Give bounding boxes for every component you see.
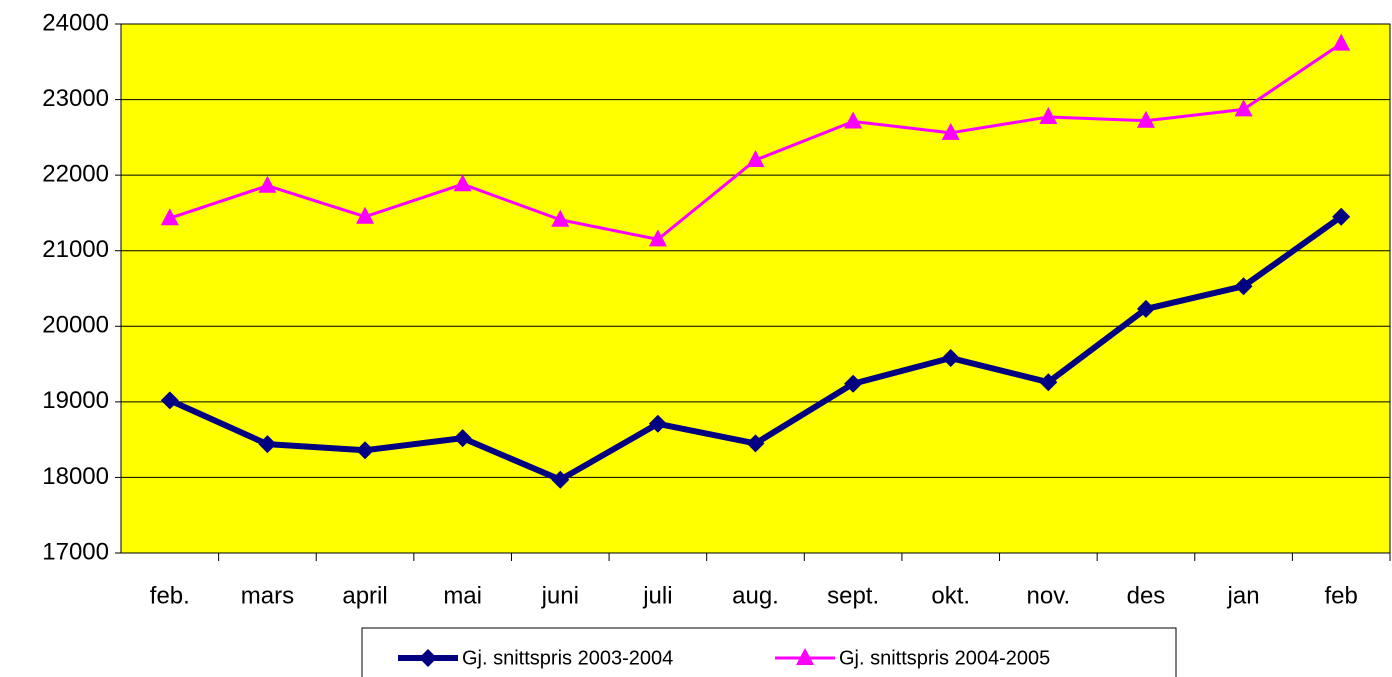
y-tick-label: 24000: [42, 9, 109, 36]
y-tick-label: 20000: [42, 312, 109, 339]
data-point: [160, 208, 179, 226]
x-tick-label: feb.: [150, 582, 190, 609]
legend-marker: [419, 649, 437, 667]
data-point: [356, 206, 375, 224]
data-point: [258, 435, 277, 454]
data-point: [1332, 33, 1351, 51]
x-tick-label: april: [342, 582, 387, 609]
y-tick-label: 21000: [42, 236, 109, 263]
data-point: [746, 434, 765, 453]
data-point: [648, 229, 667, 247]
data-point: [356, 441, 375, 460]
data-point: [1136, 110, 1155, 128]
x-tick-label: juli: [642, 582, 672, 609]
x-tick-label: sept.: [827, 582, 879, 609]
data-point: [648, 414, 667, 433]
plot-area: [121, 24, 1390, 553]
x-tick-label: mars: [241, 582, 294, 609]
data-point: [1234, 99, 1253, 117]
data-point: [844, 111, 863, 129]
data-point: [1136, 299, 1155, 318]
legend-marker: [796, 648, 814, 665]
legend: Gj. snittspris 2003-2004 Gj. snittspris 2…: [361, 627, 1177, 677]
data-point: [551, 209, 570, 227]
x-tick-label: juni: [541, 582, 579, 609]
x-tick-label: aug.: [732, 582, 779, 609]
y-tick-label: 18000: [42, 463, 109, 490]
data-point: [746, 150, 765, 168]
data-point: [1332, 207, 1351, 226]
x-tick-label: mai: [443, 582, 482, 609]
data-point: [941, 349, 960, 368]
y-tick-label: 19000: [42, 387, 109, 414]
data-point: [1039, 373, 1058, 392]
data-point: [453, 174, 472, 192]
data-point: [1234, 277, 1253, 296]
x-tick-label: nov.: [1027, 582, 1071, 609]
data-point: [160, 391, 179, 410]
data-point: [1039, 106, 1058, 124]
y-tick-label: 22000: [42, 160, 109, 187]
data-point: [453, 429, 472, 448]
data-point: [844, 374, 863, 393]
legend-label: Gj. snittspris 2003-2004: [462, 647, 673, 669]
legend-box: [361, 627, 1177, 677]
x-tick-label: jan: [1227, 582, 1260, 609]
data-point: [941, 122, 960, 140]
y-tick-label: 17000: [42, 538, 109, 565]
legend-label: Gj. snittspris 2004-2005: [839, 647, 1050, 669]
data-point: [258, 175, 277, 193]
data-point: [551, 470, 570, 489]
y-tick-label: 23000: [42, 85, 109, 112]
x-tick-label: des: [1127, 582, 1166, 609]
x-tick-label: feb: [1325, 582, 1358, 609]
plot-border: [120, 23, 1391, 554]
x-tick-label: okt.: [931, 582, 970, 609]
